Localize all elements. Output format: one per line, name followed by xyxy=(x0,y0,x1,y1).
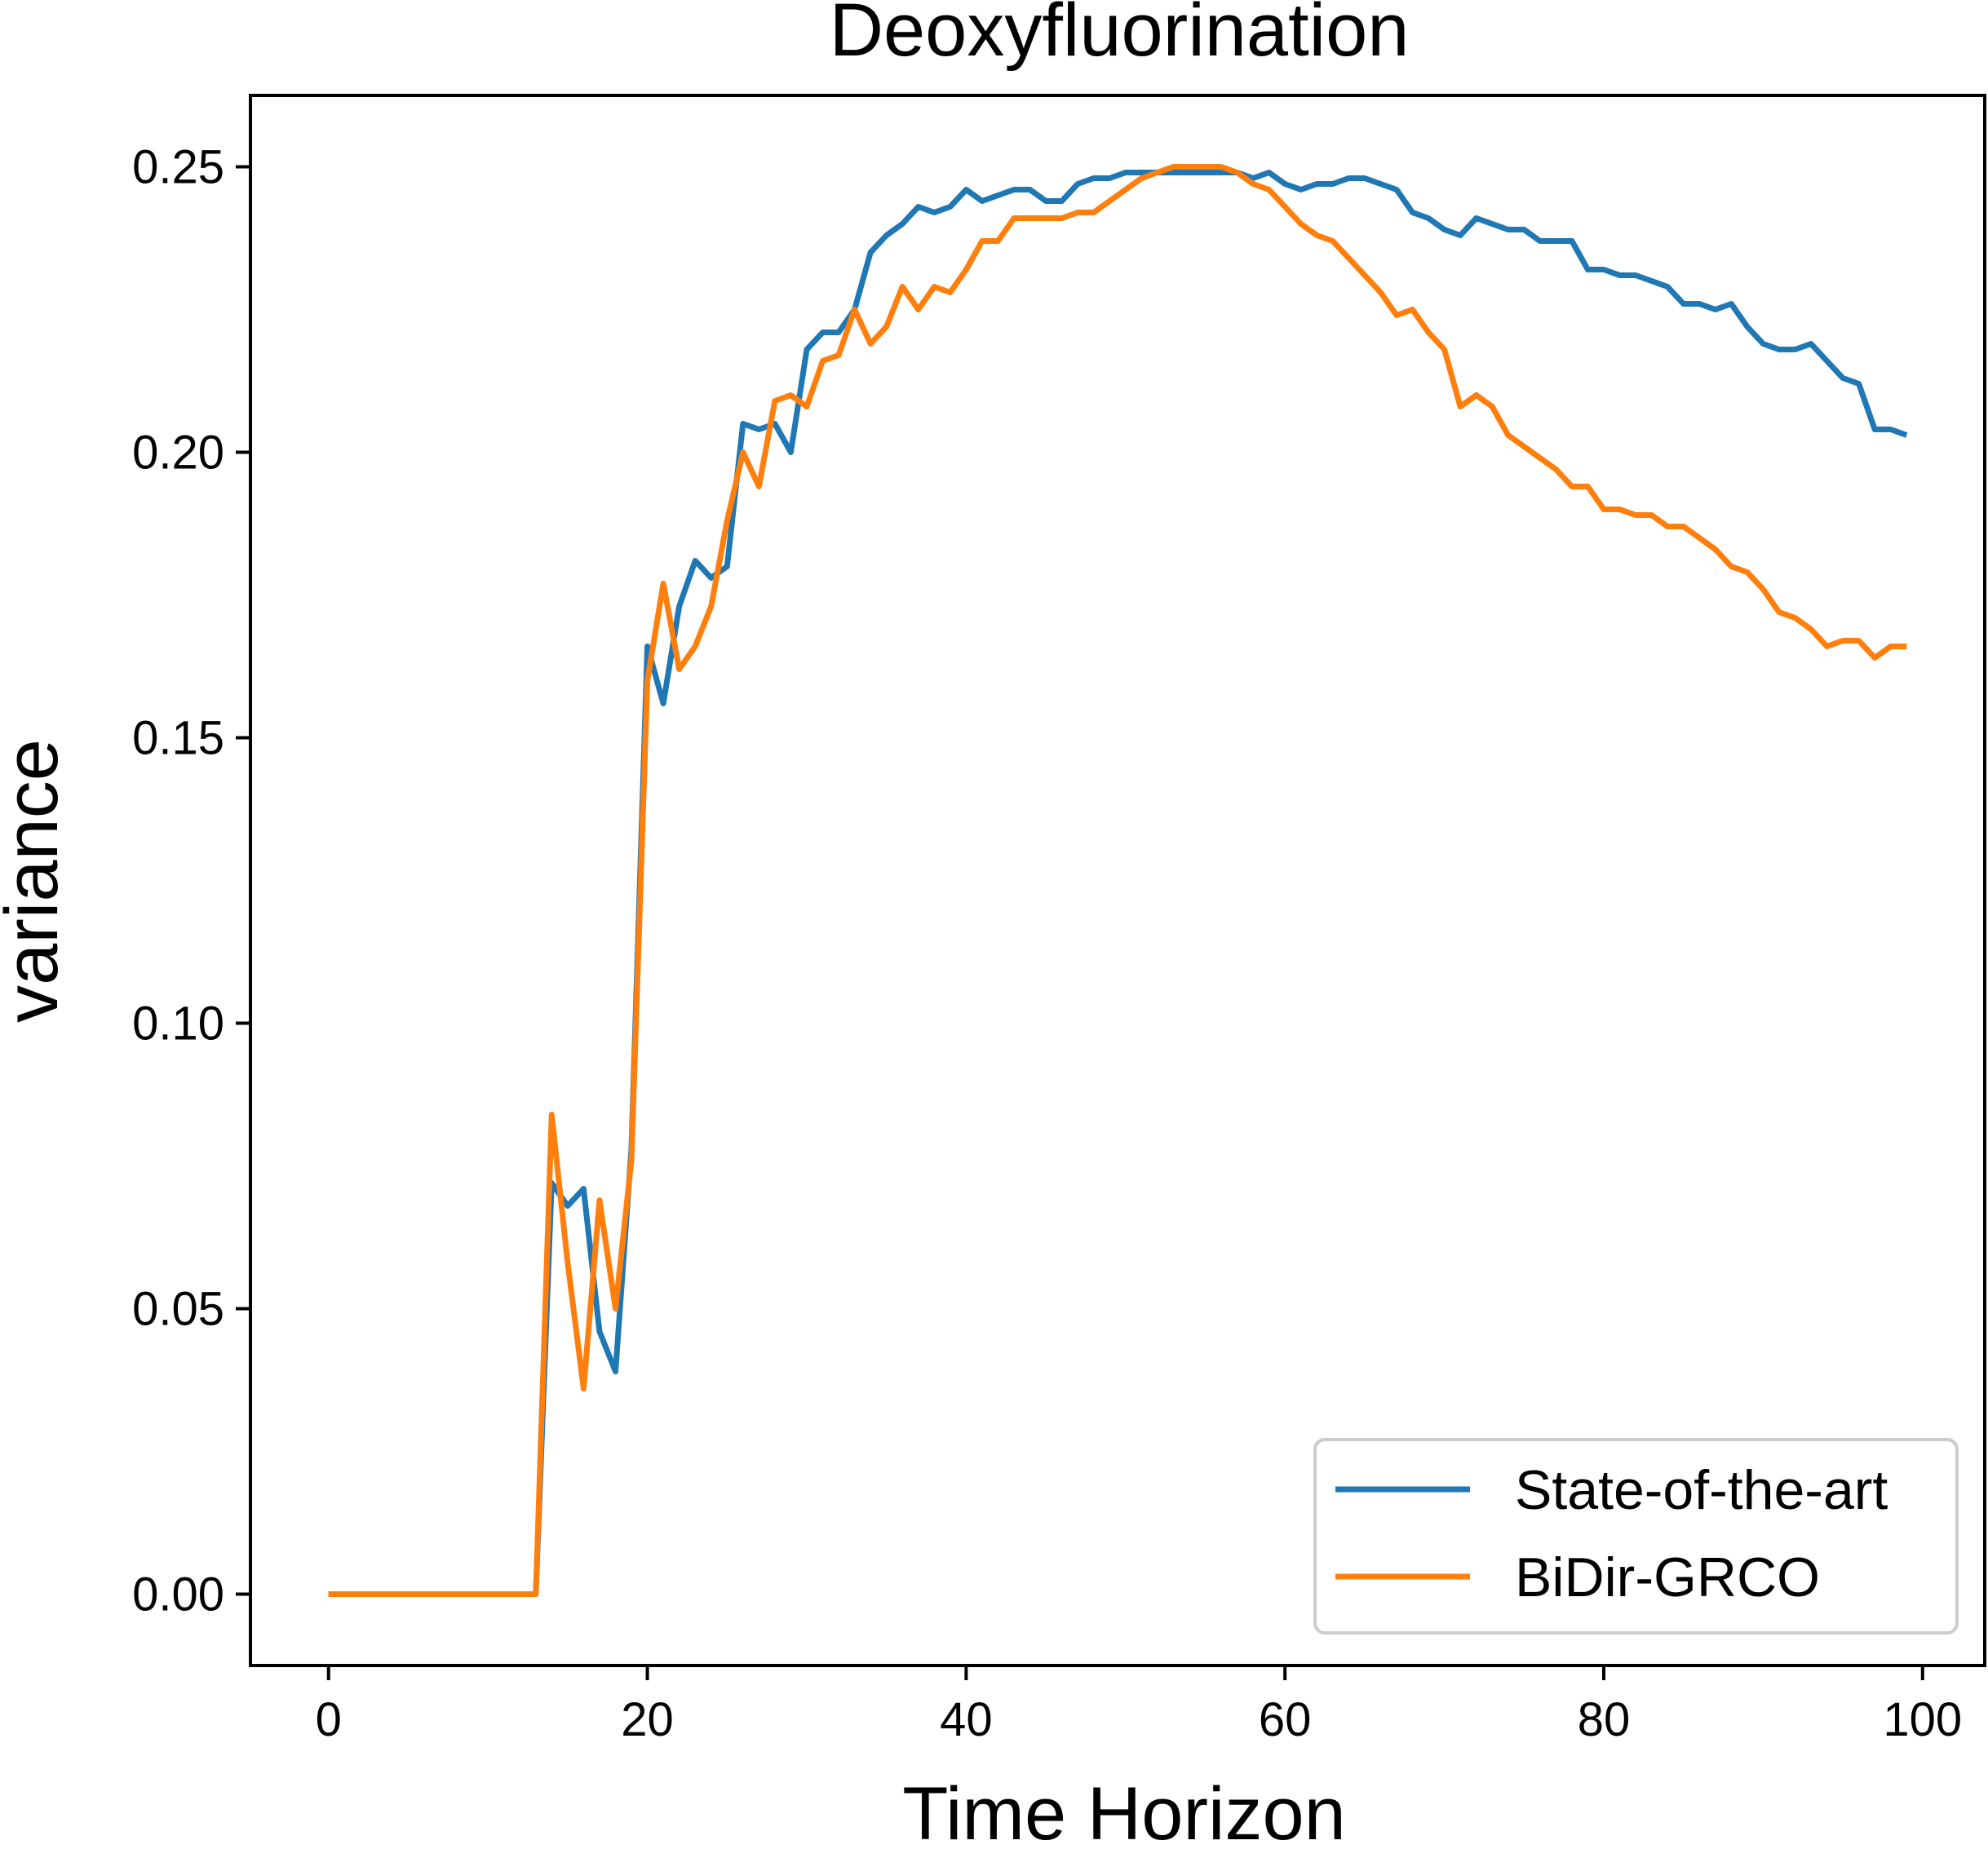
legend-box xyxy=(1313,1438,1959,1635)
chart-title: Deoxyfluorination xyxy=(830,0,1410,72)
y-tick-label: 0.00 xyxy=(132,1568,224,1621)
legend: State-of-the-art BiDir-GRCO xyxy=(1313,1438,1959,1635)
legend-label-bidir-grco: BiDir-GRCO xyxy=(1515,1546,1820,1608)
series-lines xyxy=(328,164,1908,1597)
x-tick-label: 0 xyxy=(316,1693,342,1746)
x-tick-label: 60 xyxy=(1259,1693,1312,1746)
series-line-bidir-grco xyxy=(328,164,1907,1597)
x-axis-label: Time Horizon xyxy=(902,1772,1346,1856)
y-axis: 0.00 0.05 0.10 0.15 0.20 0.25 xyxy=(132,141,250,1621)
y-tick-label: 0.05 xyxy=(132,1283,224,1336)
series-line-state-of-the-art xyxy=(328,170,1908,1597)
plot-frame xyxy=(249,94,1986,1667)
x-tick-label: 100 xyxy=(1883,1693,1962,1746)
y-tick-label: 0.20 xyxy=(132,427,224,480)
y-axis-label: variance xyxy=(0,739,73,1023)
y-tick-label: 0.25 xyxy=(132,141,224,194)
x-tick-label: 80 xyxy=(1578,1693,1631,1746)
x-tick-label: 40 xyxy=(940,1693,993,1746)
y-tick-label: 0.15 xyxy=(132,712,224,765)
legend-label-state-of-the-art: State-of-the-art xyxy=(1515,1459,1888,1521)
x-tick-label: 20 xyxy=(621,1693,674,1746)
y-tick-label: 0.10 xyxy=(132,998,224,1051)
x-axis: 0 20 40 60 80 100 xyxy=(316,1666,1962,1746)
